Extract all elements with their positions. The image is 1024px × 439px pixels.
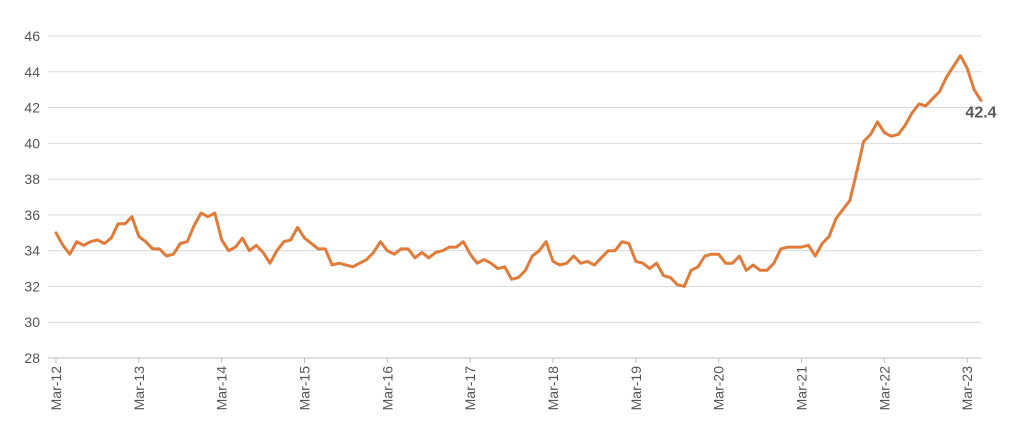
y-tick-label: 46 — [24, 28, 40, 44]
x-tick-label: Mar-19 — [628, 366, 644, 411]
x-tick-label: Mar-13 — [131, 366, 147, 411]
end-value-label: 42.4 — [965, 104, 996, 121]
x-tick-label: Mar-17 — [462, 366, 478, 411]
x-tick-label: Mar-14 — [214, 366, 230, 411]
x-axis: Mar-12 Mar-13 Mar-14 Mar-15 Mar-16 Mar-17 Mar-… — [48, 358, 975, 410]
gridlines — [48, 35, 982, 359]
y-tick-label: 38 — [24, 171, 40, 187]
x-tick-label: Mar-20 — [711, 366, 727, 411]
x-tick-label: Mar-16 — [379, 366, 395, 411]
y-tick-label: 30 — [24, 314, 40, 330]
x-tick-label: Mar-22 — [876, 366, 892, 411]
y-tick-label: 28 — [24, 350, 40, 366]
y-tick-label: 36 — [24, 207, 40, 223]
y-tick-label: 32 — [24, 278, 40, 294]
x-tick-label: Mar-15 — [297, 366, 313, 411]
x-tick-label: Mar-18 — [545, 366, 561, 411]
y-tick-label: 44 — [24, 64, 40, 80]
x-tick-label: Mar-12 — [48, 366, 64, 411]
y-tick-label: 34 — [24, 243, 40, 259]
series-line — [54, 54, 983, 288]
y-tick-label: 42 — [24, 100, 40, 116]
y-axis: 28 30 32 34 36 38 40 42 44 46 — [24, 28, 40, 366]
x-tick-label: Mar-21 — [794, 366, 810, 411]
y-tick-label: 40 — [24, 135, 40, 151]
x-tick-label: Mar-23 — [959, 366, 975, 411]
series-group — [54, 54, 983, 288]
